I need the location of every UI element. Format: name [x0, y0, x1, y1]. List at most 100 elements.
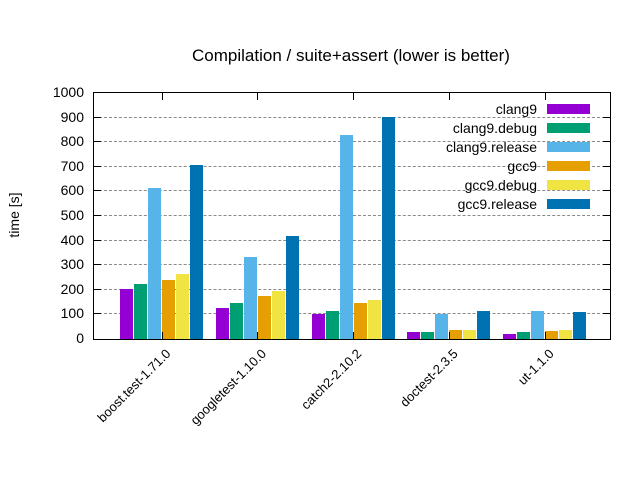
legend-row: clang9.release [446, 137, 590, 156]
bar-gcc9-debug [559, 329, 573, 339]
legend-swatch [547, 122, 590, 133]
y-tick-label: 1000 [52, 84, 84, 100]
bar-gcc9-debug [367, 300, 381, 339]
bar-clang9-release [339, 135, 353, 339]
x-tick-mark [257, 332, 259, 339]
legend-swatch [547, 179, 590, 190]
legend-label: gcc9.debug [464, 176, 537, 193]
bar-clang9 [503, 333, 517, 339]
bar-clang9-debug [229, 302, 243, 339]
bar-clang9-debug [134, 283, 147, 339]
bar-clang9-debug [325, 311, 339, 339]
y-tick-mark [94, 165, 101, 167]
legend-swatch [547, 160, 590, 171]
y-tick-mark [603, 165, 610, 167]
y-tick-label: 100 [60, 305, 84, 322]
bar-gcc9-release [381, 116, 395, 339]
x-tick-mark [353, 93, 355, 100]
y-tick-mark [603, 116, 610, 118]
bar-group [311, 93, 395, 339]
y-tick-mark [94, 239, 101, 241]
x-axis-label-text: catch2-2.10.2 [298, 346, 365, 413]
bar-gcc9 [162, 279, 175, 339]
gridline [94, 116, 610, 118]
bar-group [215, 93, 299, 339]
bar-group [503, 93, 587, 339]
bar-gcc9-debug [271, 290, 285, 339]
y-tick-mark [94, 313, 101, 315]
x-tick-mark [161, 332, 163, 339]
legend-label: clang9.release [445, 138, 537, 155]
bar-clang9 [120, 288, 133, 339]
x-tick-mark [448, 332, 450, 339]
bar-clang9 [215, 307, 229, 339]
bar-group [120, 93, 203, 339]
bar-gcc9-release [190, 164, 203, 339]
y-tick-mark [94, 116, 101, 118]
y-tick-mark [603, 215, 610, 216]
legend-row: gcc9.debug [446, 175, 590, 194]
bar-gcc9 [257, 296, 271, 339]
bar-clang9-release [531, 311, 545, 339]
bar-gcc9-debug [176, 274, 189, 339]
legend-swatch [547, 103, 590, 114]
y-tick-mark [603, 239, 610, 241]
bar-gcc9 [545, 330, 559, 339]
x-tick-mark [544, 93, 546, 100]
y-tick-label: 600 [60, 182, 84, 199]
plot-area [93, 92, 611, 340]
bar-gcc9 [353, 302, 367, 339]
y-tick-label: 300 [60, 256, 84, 273]
bar-clang9-debug [421, 332, 435, 339]
y-tick-mark [603, 141, 610, 143]
y-tick-label: 700 [60, 157, 84, 174]
chart-title: Compilation / suite+assert (lower is bet… [192, 46, 510, 65]
legend-label: clang9 [495, 100, 537, 117]
y-tick-mark [603, 288, 610, 290]
y-tick-mark [94, 190, 101, 192]
legend-row: clang9.debug [446, 118, 590, 137]
x-tick-mark [544, 332, 546, 339]
bar-clang9-release [243, 256, 257, 339]
legend-row: clang9 [446, 99, 590, 118]
legend-row: gcc9.release [446, 194, 590, 213]
y-tick-label: 400 [60, 231, 84, 248]
x-axis-label-text: boost.test-1.71.0 [94, 346, 174, 426]
y-tick-mark [603, 264, 610, 266]
bar-clang9 [407, 331, 421, 339]
y-tick-mark [94, 215, 101, 216]
bar-clang9-release [435, 314, 449, 339]
y-tick-mark [94, 288, 101, 290]
legend: clang9 clang9.debug clang9.release gcc9 gcc9… [446, 99, 590, 213]
y-tick-mark [603, 313, 610, 315]
y-tick-mark [94, 141, 101, 143]
bar-group [407, 93, 491, 339]
bar-clang9-debug [517, 332, 531, 339]
x-tick-mark [353, 332, 355, 339]
legend-label: gcc9 [507, 157, 537, 174]
y-tick-label: 900 [60, 108, 84, 125]
y-tick-mark [94, 264, 101, 266]
legend-label: clang9.debug [452, 119, 537, 136]
legend-swatch [547, 141, 590, 152]
x-axis-label-text: googletest-1.10.0 [187, 346, 269, 428]
legend-swatch [547, 198, 590, 209]
legend-label: gcc9.release [457, 195, 537, 212]
bar-gcc9-debug [463, 329, 477, 339]
y-tick-label: 800 [60, 133, 84, 150]
bar-gcc9 [449, 330, 463, 339]
x-tick-mark [448, 93, 450, 100]
bar-gcc9-release [573, 312, 587, 339]
bar-gcc9-release [285, 235, 299, 339]
bar-clang9 [311, 313, 325, 339]
x-axis-label-text: doctest-2.3.5 [396, 346, 461, 410]
y-tick-label: 0 [76, 330, 84, 346]
y-tick-label: 500 [60, 207, 84, 223]
y-tick-label: 200 [60, 280, 84, 297]
y-tick-mark [603, 190, 610, 192]
x-tick-mark [257, 93, 259, 100]
bar-clang9-release [148, 187, 161, 339]
x-tick-mark [161, 93, 163, 100]
x-axis-label-text: ut-1.1.0 [514, 346, 557, 388]
